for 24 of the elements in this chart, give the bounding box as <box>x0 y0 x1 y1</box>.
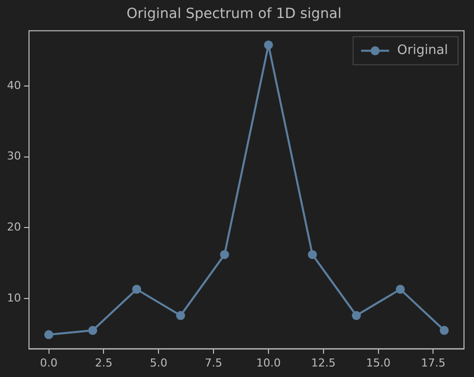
point <box>264 40 273 50</box>
x-tick-label: 2.5 <box>94 356 112 370</box>
x-tick-label: 15.0 <box>366 356 391 370</box>
point <box>88 326 98 335</box>
x-tick-label: 12.5 <box>311 356 336 370</box>
point <box>396 284 405 294</box>
x-tick-label: 5.0 <box>150 356 168 370</box>
legend-label: Original <box>397 43 448 58</box>
point <box>308 250 317 260</box>
point <box>352 311 361 320</box>
x-tick-label: 17.5 <box>420 356 446 370</box>
chart-title: Original Spectrum of 1D signal <box>126 6 342 22</box>
x-tick-label: 0.0 <box>40 356 58 370</box>
x-tick-label: 7.5 <box>204 356 222 370</box>
point <box>440 326 449 335</box>
point <box>220 250 230 260</box>
y-tick-label: 30 <box>6 150 21 163</box>
y-tick-label: 20 <box>6 220 21 234</box>
y-tick-label: 10 <box>6 291 21 304</box>
y-tick-label: 40 <box>6 78 21 92</box>
point <box>44 330 54 340</box>
x-tick-label: 10.0 <box>256 356 281 370</box>
point <box>176 311 186 320</box>
point <box>132 284 142 294</box>
